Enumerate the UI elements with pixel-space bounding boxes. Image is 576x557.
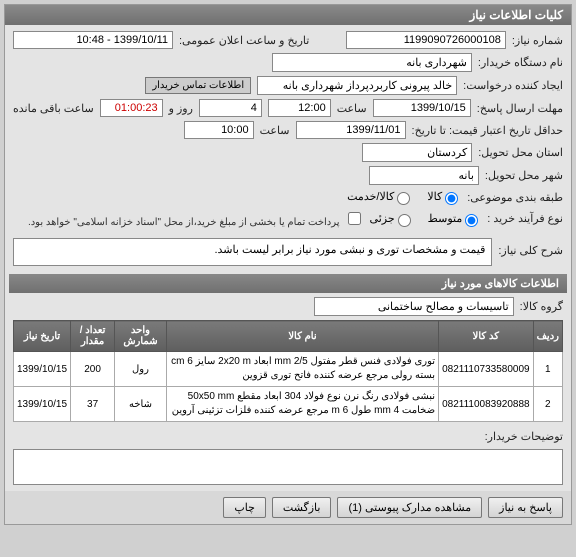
request-no-label: شماره نیاز:: [512, 34, 563, 47]
table-row[interactable]: 10821110733580009توری فولادی فنس قطر مفت…: [14, 352, 563, 387]
contact-button[interactable]: اطلاعات تماس خریدار: [145, 77, 251, 94]
group-label: گروه کالا:: [520, 300, 563, 313]
payment-note-text: پرداخت تمام یا بخشی از مبلغ خرید،از محل …: [28, 217, 340, 228]
purchase-type-label: نوع فرآیند خرید :: [487, 212, 563, 225]
purchase-medium-label: متوسط: [428, 212, 463, 224]
print-button[interactable]: چاپ: [223, 497, 266, 518]
package-label: طبقه بندی موضوعی:: [467, 191, 563, 204]
package-radio-group: کالا کالا/خدمت: [347, 189, 461, 205]
time-label-2: ساعت: [260, 124, 290, 137]
city-label: شهر محل تحویل:: [485, 169, 563, 182]
cell-date: 1399/10/15: [14, 387, 71, 422]
payment-checkbox[interactable]: [348, 212, 361, 225]
main-panel: کلیات اطلاعات نیاز شماره نیاز: 119909072…: [4, 4, 572, 525]
buyer-org-field: شهرداری بانه: [272, 53, 472, 72]
creator-label: ایجاد کننده درخواست:: [463, 79, 563, 92]
announce-label: تاریخ و ساعت اعلان عمومی:: [179, 34, 309, 47]
desc-label: شرح کلی نیاز:: [498, 238, 563, 257]
quote-valid-time-field: 10:00: [184, 121, 254, 139]
col-unit: واحد شمارش: [115, 321, 167, 352]
days-label: روز و: [169, 102, 193, 115]
col-row: ردیف: [533, 321, 562, 352]
back-button[interactable]: بازگشت: [272, 497, 332, 518]
cell-unit: شاخه: [115, 387, 167, 422]
city-field: بانه: [369, 166, 479, 185]
purchase-radio-group: متوسط جزئی: [370, 211, 482, 227]
col-code: کد کالا: [439, 321, 534, 352]
table-row[interactable]: 20821110083920888نبشی فولادی رنگ نرن نوع…: [14, 387, 563, 422]
cell-idx: 1: [533, 352, 562, 387]
cell-idx: 2: [533, 387, 562, 422]
purchase-small-option[interactable]: جزئی: [370, 211, 414, 227]
panel-title: کلیات اطلاعات نیاز: [5, 5, 571, 25]
cell-qty: 200: [71, 352, 115, 387]
table-header-row: ردیف کد کالا نام کالا واحد شمارش تعداد /…: [14, 321, 563, 352]
package-goods-radio[interactable]: [445, 192, 458, 205]
cell-code: 0821110733580009: [439, 352, 534, 387]
cell-qty: 37: [71, 387, 115, 422]
request-no-field: 1199090726000108: [346, 31, 506, 49]
package-goods-option[interactable]: کالا: [427, 189, 461, 205]
desc-box: قیمت و مشخصات توری و نبشی مورد نیاز براب…: [13, 238, 492, 266]
province-field: کردستان: [362, 143, 472, 162]
cell-date: 1399/10/15: [14, 352, 71, 387]
purchase-medium-radio[interactable]: [465, 214, 478, 227]
footer-bar: پاسخ به نیاز مشاهده مدارک پیوستی (1) باز…: [5, 491, 571, 524]
announce-field: 1399/10/11 - 10:48: [13, 31, 173, 49]
quote-valid-label: حداقل تاریخ اعتبار قیمت: تا تاریخ:: [412, 124, 563, 137]
purchase-small-radio[interactable]: [398, 214, 411, 227]
col-name: نام کالا: [166, 321, 438, 352]
buyer-desc-box: [13, 449, 563, 485]
cell-name: توری فولادی فنس قطر مفتول mm 2/5 ابعاد 2…: [166, 352, 438, 387]
attachments-button[interactable]: مشاهده مدارک پیوستی (1): [337, 497, 482, 518]
purchase-small-label: جزئی: [370, 212, 395, 224]
cell-unit: رول: [115, 352, 167, 387]
cell-name: نبشی فولادی رنگ نرن نوع فولاد 304 ابعاد …: [166, 387, 438, 422]
group-field: تاسیسات و مصالح ساختمانی: [314, 297, 514, 316]
deadline-time-field: 12:00: [268, 99, 331, 117]
items-table: ردیف کد کالا نام کالا واحد شمارش تعداد /…: [13, 320, 563, 422]
buyer-org-label: نام دستگاه خریدار:: [478, 56, 563, 69]
province-label: استان محل تحویل:: [478, 146, 563, 159]
items-section-header: اطلاعات کالاهای مورد نیاز: [9, 274, 567, 293]
reply-button[interactable]: پاسخ به نیاز: [488, 497, 563, 518]
purchase-medium-option[interactable]: متوسط: [428, 211, 482, 227]
package-service-label: کالا/خدمت: [347, 191, 394, 203]
countdown-field: 01:00:23: [100, 99, 163, 117]
form-area: شماره نیاز: 1199090726000108 تاریخ و ساع…: [5, 25, 571, 238]
time-label-1: ساعت: [337, 102, 367, 115]
package-service-option[interactable]: کالا/خدمت: [347, 189, 413, 205]
col-qty: تعداد / مقدار: [71, 321, 115, 352]
quote-valid-date-field: 1399/11/01: [296, 121, 406, 139]
days-field: 4: [199, 99, 262, 117]
creator-field: خالد پیرونی کاربردپرداز شهرداری بانه: [257, 76, 457, 95]
cell-code: 0821110083920888: [439, 387, 534, 422]
payment-note-check[interactable]: پرداخت تمام یا بخشی از مبلغ خرید،از محل …: [28, 209, 364, 228]
buyer-desc-label: توضیحات خریدار:: [485, 430, 563, 443]
remaining-label: ساعت باقی مانده: [13, 102, 94, 115]
deadline-date-field: 1399/10/15: [373, 99, 471, 117]
col-date: تاریخ نیاز: [14, 321, 71, 352]
package-goods-label: کالا: [427, 191, 442, 203]
deadline-label: مهلت ارسال پاسخ:: [477, 102, 563, 115]
package-service-radio[interactable]: [397, 192, 410, 205]
